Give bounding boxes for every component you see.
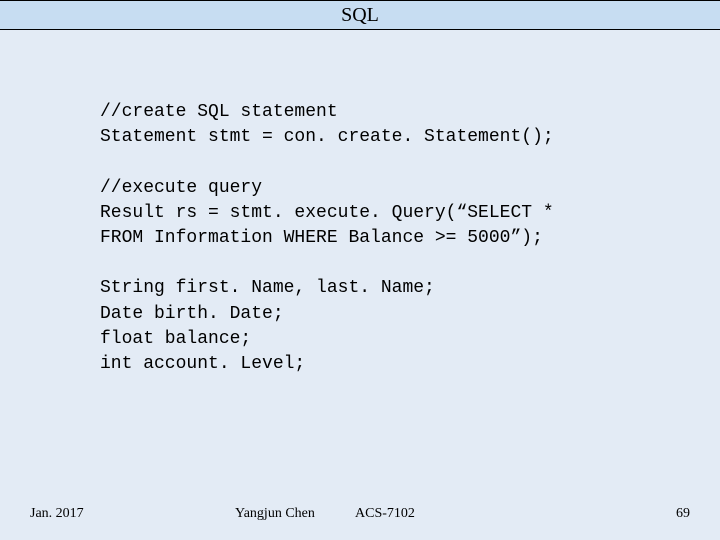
slide-title: SQL: [341, 4, 379, 27]
footer-author: Yangjun Chen: [235, 506, 315, 522]
title-bar: SQL: [0, 0, 720, 30]
code-block: //create SQL statement Statement stmt = …: [100, 100, 554, 377]
footer-date: Jan. 2017: [30, 506, 84, 522]
footer-course: ACS-7102: [355, 506, 415, 522]
footer-page: 69: [676, 506, 690, 522]
